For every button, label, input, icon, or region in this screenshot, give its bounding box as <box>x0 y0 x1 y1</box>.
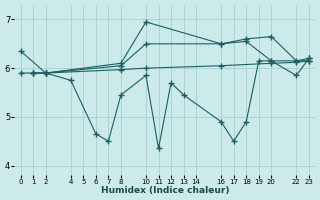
X-axis label: Humidex (Indice chaleur): Humidex (Indice chaleur) <box>100 186 229 195</box>
